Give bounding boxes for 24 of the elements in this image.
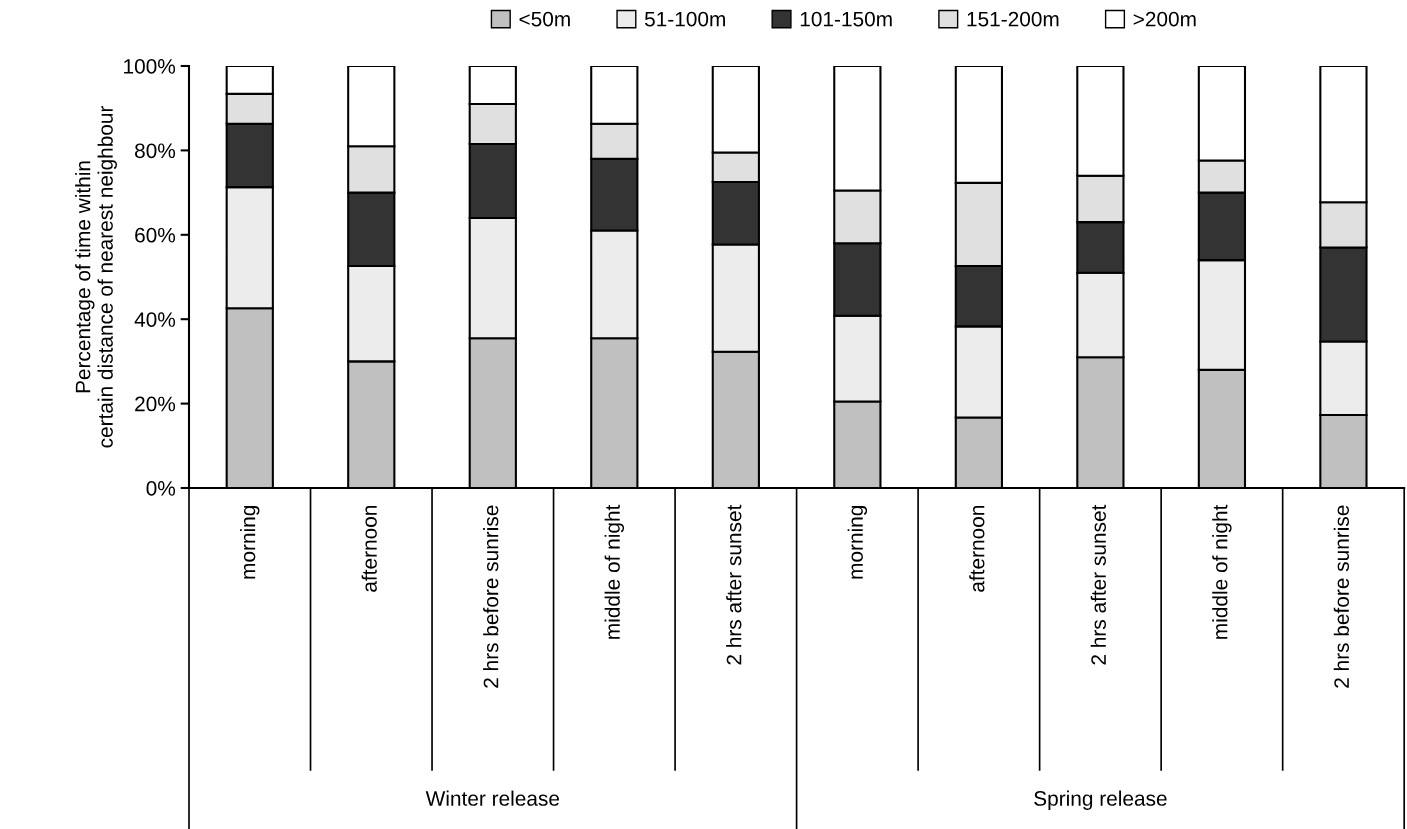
legend-label: <50m — [519, 11, 570, 27]
x-tick-label: middle of night — [604, 504, 625, 639]
legend-label: >200m — [1133, 11, 1196, 27]
x-tick-label: 2 hrs before sunrise — [1333, 505, 1350, 688]
y-tick-label: 0% — [146, 481, 176, 496]
x-tick-label: morning — [847, 506, 868, 579]
legend-label: 51-100m — [644, 11, 725, 27]
y-tick-label: 40% — [134, 312, 176, 327]
y-tick-label: 80% — [135, 143, 176, 159]
x-tick-label: morning — [240, 506, 260, 579]
legend-label: 151-200m — [967, 11, 1059, 27]
text: Winter release — [425, 790, 560, 806]
y-tick-label: 100% — [124, 59, 176, 74]
x-tick-label: afternoon — [969, 506, 985, 592]
x-tick-label: 2 hrs after sunset — [1090, 504, 1106, 665]
x-tick-label: 2 hrs before sunrise — [483, 505, 499, 688]
x-tick-label: afternoon — [361, 506, 377, 592]
text: Spring release — [1034, 790, 1167, 810]
x-tick-label: 2 hrs after sunset — [726, 504, 742, 665]
legend-label: 101-150m — [800, 11, 892, 27]
y-tick-label: 60% — [135, 227, 176, 243]
x-tick-label: middle of night — [1212, 504, 1232, 639]
y-tick-label: 20% — [135, 396, 176, 412]
y-axis-title: Percentage of time within certain distance of nearest neighbour — [75, 105, 117, 448]
